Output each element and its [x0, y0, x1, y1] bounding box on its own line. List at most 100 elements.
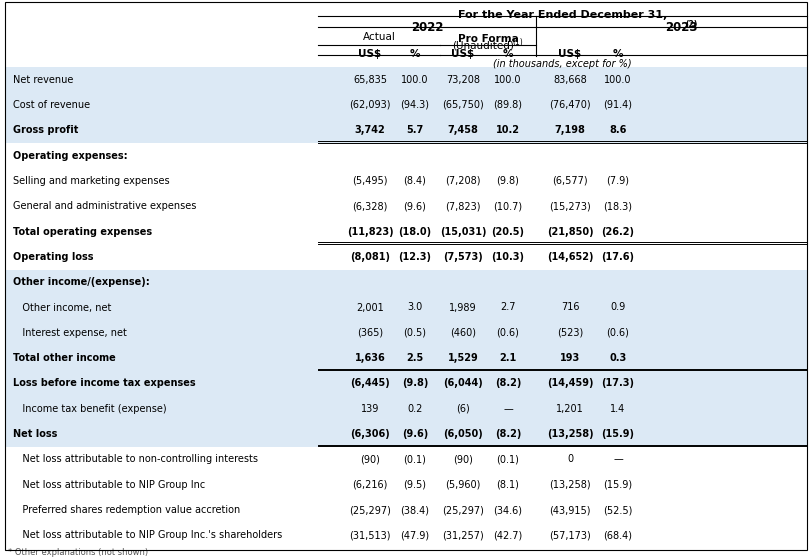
Text: 2022: 2022 [410, 21, 443, 34]
Bar [5, 371, 806, 396]
Text: (18.0): (18.0) [398, 227, 431, 236]
Text: %: % [502, 49, 513, 59]
Bar [5, 168, 806, 194]
Text: Preferred shares redemption value accretion: Preferred shares redemption value accret… [13, 505, 240, 515]
Text: (20.5): (20.5) [491, 227, 524, 236]
Bar [5, 320, 806, 346]
Text: (365): (365) [357, 328, 383, 338]
Text: (2): (2) [684, 20, 697, 29]
Text: (10.7): (10.7) [493, 201, 522, 211]
Text: (6,577): (6,577) [551, 176, 587, 186]
Text: 716: 716 [560, 302, 578, 312]
Text: Cost of revenue: Cost of revenue [13, 100, 90, 110]
Bar [5, 67, 806, 92]
Text: 1,529: 1,529 [447, 353, 478, 363]
Text: 83,668: 83,668 [552, 74, 586, 85]
Text: (7,208): (7,208) [444, 176, 480, 186]
Text: (0.1): (0.1) [496, 454, 519, 464]
Text: (57,173): (57,173) [548, 530, 590, 540]
Text: (18.3): (18.3) [603, 201, 632, 211]
Text: (38.4): (38.4) [400, 505, 429, 515]
Text: 2.7: 2.7 [500, 302, 515, 312]
Text: (0.5): (0.5) [403, 328, 426, 338]
Text: Income tax benefit (expense): Income tax benefit (expense) [13, 404, 166, 414]
Text: (0.6): (0.6) [606, 328, 629, 338]
Text: 73,208: 73,208 [445, 74, 479, 85]
Text: (91.4): (91.4) [603, 100, 632, 110]
Text: (21,850): (21,850) [546, 227, 593, 236]
Text: 3.0: 3.0 [407, 302, 422, 312]
Text: 0.9: 0.9 [610, 302, 624, 312]
Text: (31,513): (31,513) [349, 530, 390, 540]
Text: (13,258): (13,258) [548, 480, 590, 489]
Bar [5, 244, 806, 269]
Text: (68.4): (68.4) [603, 530, 632, 540]
Text: Operating expenses:: Operating expenses: [13, 151, 127, 161]
Text: (8.2): (8.2) [494, 379, 521, 389]
Text: (6): (6) [456, 404, 470, 414]
Text: Total operating expenses: Total operating expenses [13, 227, 152, 236]
Text: 2023: 2023 [665, 21, 697, 34]
Text: (14,652): (14,652) [546, 252, 593, 262]
Text: (31,257): (31,257) [441, 530, 483, 540]
Text: 7,198: 7,198 [554, 125, 585, 136]
Text: 7,458: 7,458 [447, 125, 478, 136]
Text: Actual: Actual [363, 32, 395, 42]
Text: 8.6: 8.6 [608, 125, 626, 136]
Text: (25,297): (25,297) [349, 505, 390, 515]
Bar [5, 269, 806, 295]
Text: 0.2: 0.2 [407, 404, 423, 414]
Text: %: % [612, 49, 623, 59]
Text: (5,495): (5,495) [352, 176, 388, 186]
Text: Net loss attributable to NIP Group Inc: Net loss attributable to NIP Group Inc [13, 480, 205, 489]
Bar [5, 92, 806, 118]
Bar [5, 143, 806, 168]
Text: 100.0: 100.0 [603, 74, 631, 85]
Text: (25,297): (25,297) [441, 505, 483, 515]
Text: Net loss attributable to NIP Group Inc.'s shareholders: Net loss attributable to NIP Group Inc.'… [13, 530, 282, 540]
Text: (17.3): (17.3) [601, 379, 633, 389]
Text: (15,273): (15,273) [548, 201, 590, 211]
Text: (5,960): (5,960) [444, 480, 480, 489]
Text: (90): (90) [359, 454, 380, 464]
Text: (8.4): (8.4) [403, 176, 426, 186]
Text: Gross profit: Gross profit [13, 125, 79, 136]
Bar [5, 118, 806, 143]
Text: (94.3): (94.3) [400, 100, 429, 110]
Bar [5, 346, 806, 371]
Text: 0.3: 0.3 [608, 353, 626, 363]
Text: (15,031): (15,031) [440, 227, 486, 236]
Text: 65,835: 65,835 [353, 74, 387, 85]
Text: Operating loss: Operating loss [13, 252, 93, 262]
Text: —: — [612, 454, 622, 464]
Text: %: % [410, 49, 420, 59]
Text: (9.8): (9.8) [496, 176, 519, 186]
Text: Pro Forma: Pro Forma [457, 34, 517, 44]
Text: Loss before income tax expenses: Loss before income tax expenses [13, 379, 195, 389]
Text: Net loss attributable to non-controlling interests: Net loss attributable to non-controlling… [13, 454, 258, 464]
Text: Total other income: Total other income [13, 353, 116, 363]
Text: 1,989: 1,989 [448, 302, 476, 312]
Text: (89.8): (89.8) [493, 100, 521, 110]
Text: (Unaudited): (Unaudited) [452, 40, 513, 50]
Text: (6,306): (6,306) [350, 429, 389, 439]
Text: (6,328): (6,328) [352, 201, 387, 211]
Text: (26.2): (26.2) [601, 227, 633, 236]
Text: (34.6): (34.6) [493, 505, 521, 515]
Text: (14,459): (14,459) [546, 379, 593, 389]
Text: (15.9): (15.9) [603, 480, 632, 489]
Text: 2.5: 2.5 [406, 353, 423, 363]
Text: (6,044): (6,044) [443, 379, 483, 389]
Bar [5, 396, 806, 422]
Text: (460): (460) [449, 328, 475, 338]
Text: (15.9): (15.9) [601, 429, 633, 439]
Bar [5, 447, 806, 472]
Text: (7.9): (7.9) [606, 176, 629, 186]
Text: (523): (523) [556, 328, 582, 338]
Text: Interest expense, net: Interest expense, net [13, 328, 127, 338]
Text: * Other explanations (not shown): * Other explanations (not shown) [8, 548, 148, 557]
Text: (13,258): (13,258) [546, 429, 593, 439]
Text: (8.2): (8.2) [494, 429, 521, 439]
Text: General and administrative expenses: General and administrative expenses [13, 201, 196, 211]
Text: 100.0: 100.0 [401, 74, 428, 85]
